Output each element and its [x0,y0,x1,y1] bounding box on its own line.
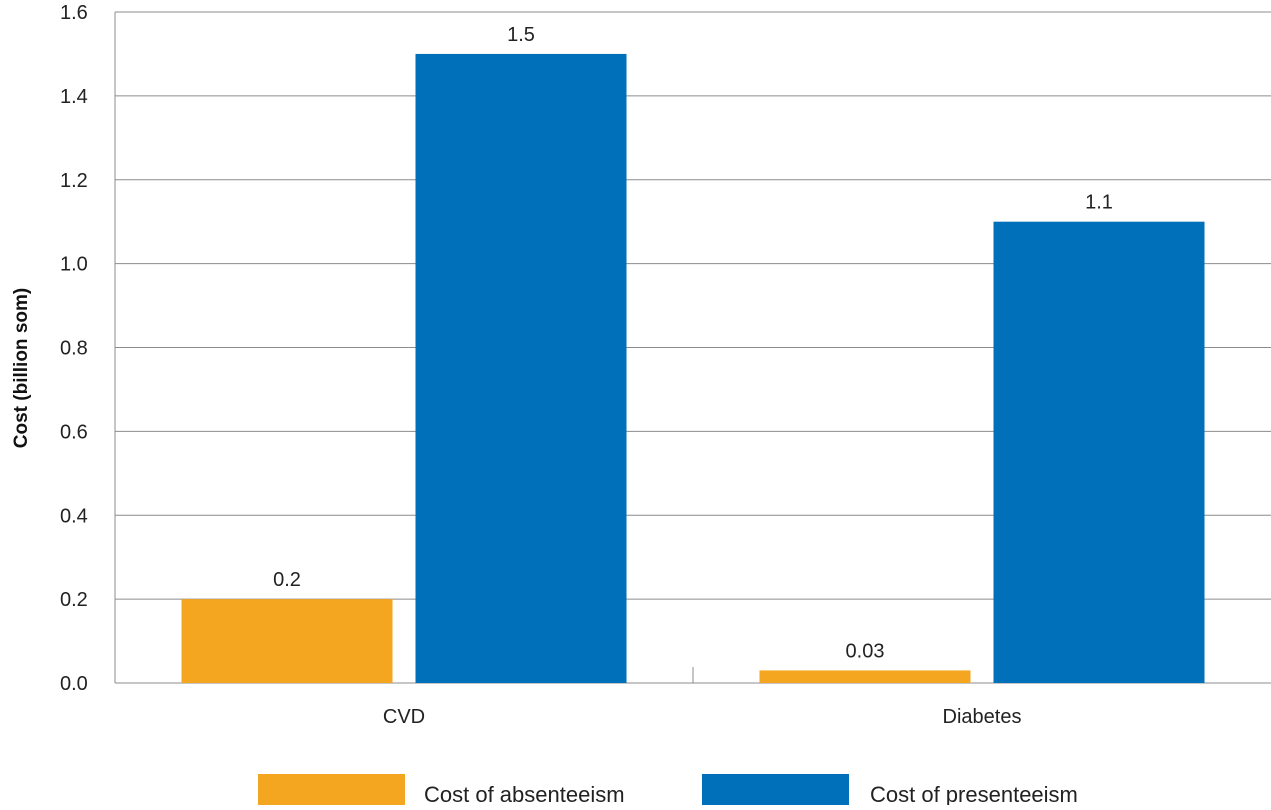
x-category-label: CVD [383,706,425,728]
legend: Cost of absenteeism Cost of presenteeism [258,774,1078,807]
data-label: 1.5 [507,24,535,46]
legend-swatch [702,774,849,805]
axes: 0.0 0.2 0.4 0.6 0.8 1.0 1.2 1.4 1.6 [60,2,1271,695]
bar-presenteeism [415,53,627,683]
y-tick-label: 1.6 [60,2,88,24]
y-tick-label: 1.0 [60,254,88,276]
y-tick-label: 1.4 [60,86,88,108]
data-label: 1.1 [1085,192,1113,214]
data-label: 0.2 [273,569,301,591]
legend-swatch [258,774,405,805]
y-tick-label: 0.2 [60,589,88,611]
data-label: 0.03 [846,640,885,662]
y-tick-label: 0.8 [60,338,88,360]
gridlines [115,11,1271,600]
y-tick-label: 0.4 [60,505,88,527]
x-category-label: Diabetes [943,706,1022,728]
bar-absenteeism [181,599,393,683]
legend-label: Cost of absenteeism [424,782,625,805]
y-axis-label: Cost (billion som) [11,288,32,448]
y-tick-label: 1.2 [60,170,88,192]
y-tick-label: 0.6 [60,421,88,443]
labels: 0.2 1.5 CVD 0.03 1.1 Diabetes [273,24,1113,728]
y-tick-label: 0.0 [60,673,88,695]
bar-presenteeism [993,221,1205,683]
legend-label: Cost of presenteeism [870,782,1078,805]
bars [181,53,1205,683]
bar-absenteeism [759,670,971,683]
